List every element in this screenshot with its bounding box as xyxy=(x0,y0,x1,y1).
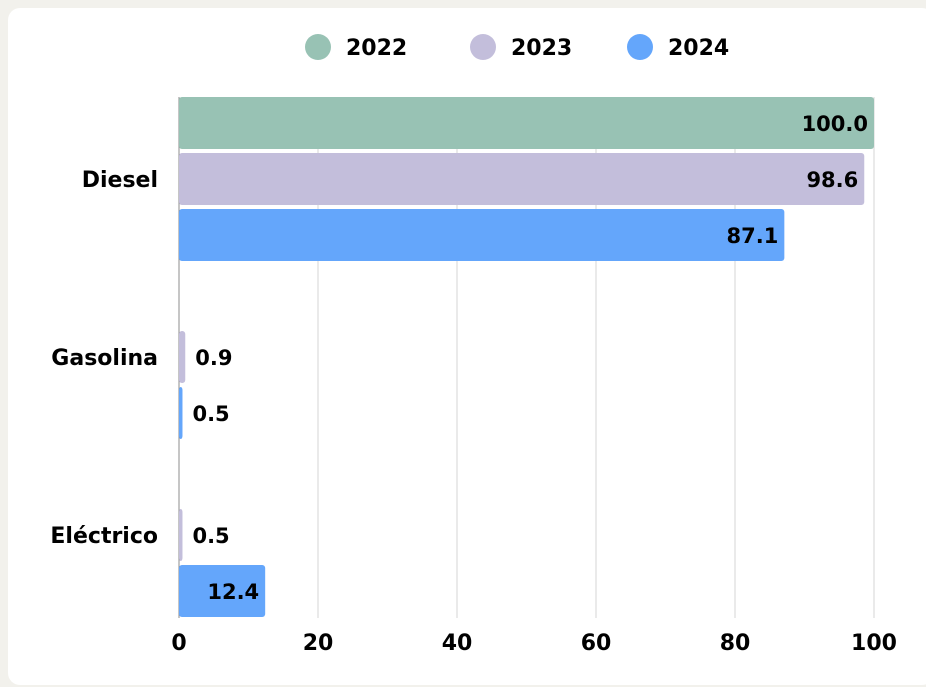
bar-2024 xyxy=(179,565,266,617)
bar-layer xyxy=(179,97,874,617)
legend-swatch-2024 xyxy=(627,34,653,60)
data-label: 100.0 xyxy=(802,112,868,136)
bar-2023 xyxy=(179,509,183,561)
data-label: 0.9 xyxy=(195,346,232,370)
bar-2023 xyxy=(179,153,865,205)
x-tick-label: 40 xyxy=(442,631,473,656)
bar-2022 xyxy=(179,97,874,149)
legend: 2022 2023 2024 xyxy=(305,34,729,61)
legend-swatch-2022 xyxy=(305,34,331,60)
x-tick-label: 20 xyxy=(303,631,334,656)
category-label: Gasolina xyxy=(51,346,158,371)
bar-2024 xyxy=(179,387,183,439)
category-label: Diesel xyxy=(82,168,158,193)
data-label: 0.5 xyxy=(192,524,229,548)
bar-2023 xyxy=(179,331,186,383)
category-label: Eléctrico xyxy=(50,524,158,549)
legend-label: 2023 xyxy=(511,36,572,61)
data-label: 87.1 xyxy=(727,224,779,248)
data-label: 98.6 xyxy=(806,168,858,192)
bar-2024 xyxy=(179,209,785,261)
legend-label: 2022 xyxy=(346,36,407,61)
legend-swatch-2023 xyxy=(470,34,496,60)
legend-label: 2024 xyxy=(668,36,729,61)
data-label: 12.4 xyxy=(207,580,259,604)
x-tick-label: 80 xyxy=(720,631,751,656)
data-label: 0.5 xyxy=(192,402,229,426)
x-tick-label: 60 xyxy=(581,631,612,656)
label-layer: 0 20 40 60 80 100 Diesel Gasolina Eléctrico 100.0… xyxy=(50,112,897,656)
x-tick-label: 100 xyxy=(851,631,897,656)
x-tick-label: 0 xyxy=(171,631,186,656)
